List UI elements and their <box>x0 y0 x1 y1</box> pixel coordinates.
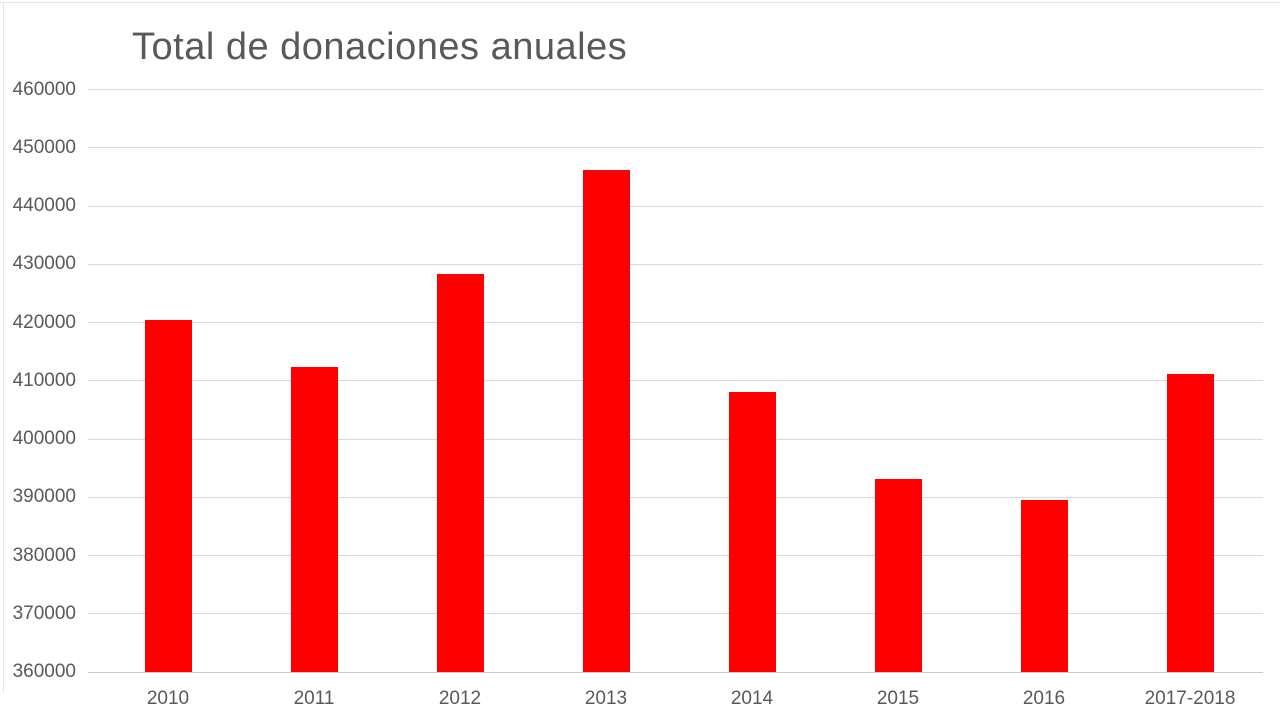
x-axis-label-2010: 2010 <box>146 688 190 709</box>
x-axis-label-2015: 2015 <box>876 688 920 709</box>
y-axis-tick-label-410000: 410000 <box>12 369 76 391</box>
x-axis-label-2017-2018: 2017-2018 <box>1144 688 1236 709</box>
bar-2013 <box>582 169 630 672</box>
bar-2014 <box>728 392 776 672</box>
x-axis-label-2014: 2014 <box>730 688 774 709</box>
gridline-410000 <box>88 380 1263 382</box>
x-axis-label-2016: 2016 <box>1022 688 1066 709</box>
y-axis-tick-label-390000: 390000 <box>12 486 76 508</box>
y-axis-tick-label-360000: 360000 <box>12 661 76 682</box>
y-axis-tick-label-400000: 400000 <box>12 428 76 449</box>
chart-frame-left-border <box>3 3 4 693</box>
y-axis-tick-label-450000: 450000 <box>12 136 76 158</box>
bar-2016 <box>1020 500 1068 672</box>
y-axis-tick-label-380000: 380000 <box>12 544 76 566</box>
x-axis-label-2013: 2013 <box>584 688 628 709</box>
y-axis-tick-label-430000: 430000 <box>12 253 76 275</box>
bar-2010 <box>144 320 192 672</box>
gridline-390000 <box>88 496 1263 498</box>
gridline-430000 <box>88 263 1263 265</box>
bar-2011 <box>290 366 338 672</box>
bar-2017-2018 <box>1166 373 1214 672</box>
bar-2015 <box>874 479 922 672</box>
chart-title: Total de donaciones anuales <box>132 26 628 68</box>
x-axis-label-2011: 2011 <box>293 688 335 709</box>
gridline-460000 <box>88 89 1263 90</box>
y-axis-tick-label-440000: 440000 <box>12 195 76 216</box>
y-axis-tick-label-370000: 370000 <box>12 602 76 624</box>
bar-2012 <box>436 274 484 672</box>
x-axis-label-2012: 2012 <box>438 688 482 709</box>
x-axis-line <box>88 671 1263 673</box>
chart-frame-top-border <box>0 2 1280 3</box>
y-axis-tick-label-420000: 420000 <box>12 311 76 333</box>
y-axis-tick-label-460000: 460000 <box>12 78 76 100</box>
gridline-370000 <box>88 613 1263 615</box>
gridline-420000 <box>88 322 1263 323</box>
gridline-440000 <box>88 205 1263 207</box>
gridline-450000 <box>88 147 1263 149</box>
gridline-380000 <box>88 555 1263 556</box>
gridline-400000 <box>88 438 1263 440</box>
